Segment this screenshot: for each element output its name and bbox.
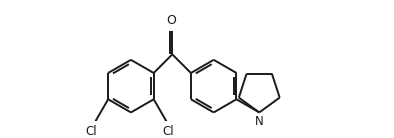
Text: O: O [166, 14, 176, 27]
Text: Cl: Cl [162, 125, 174, 138]
Text: N: N [255, 115, 264, 128]
Text: Cl: Cl [85, 125, 97, 138]
